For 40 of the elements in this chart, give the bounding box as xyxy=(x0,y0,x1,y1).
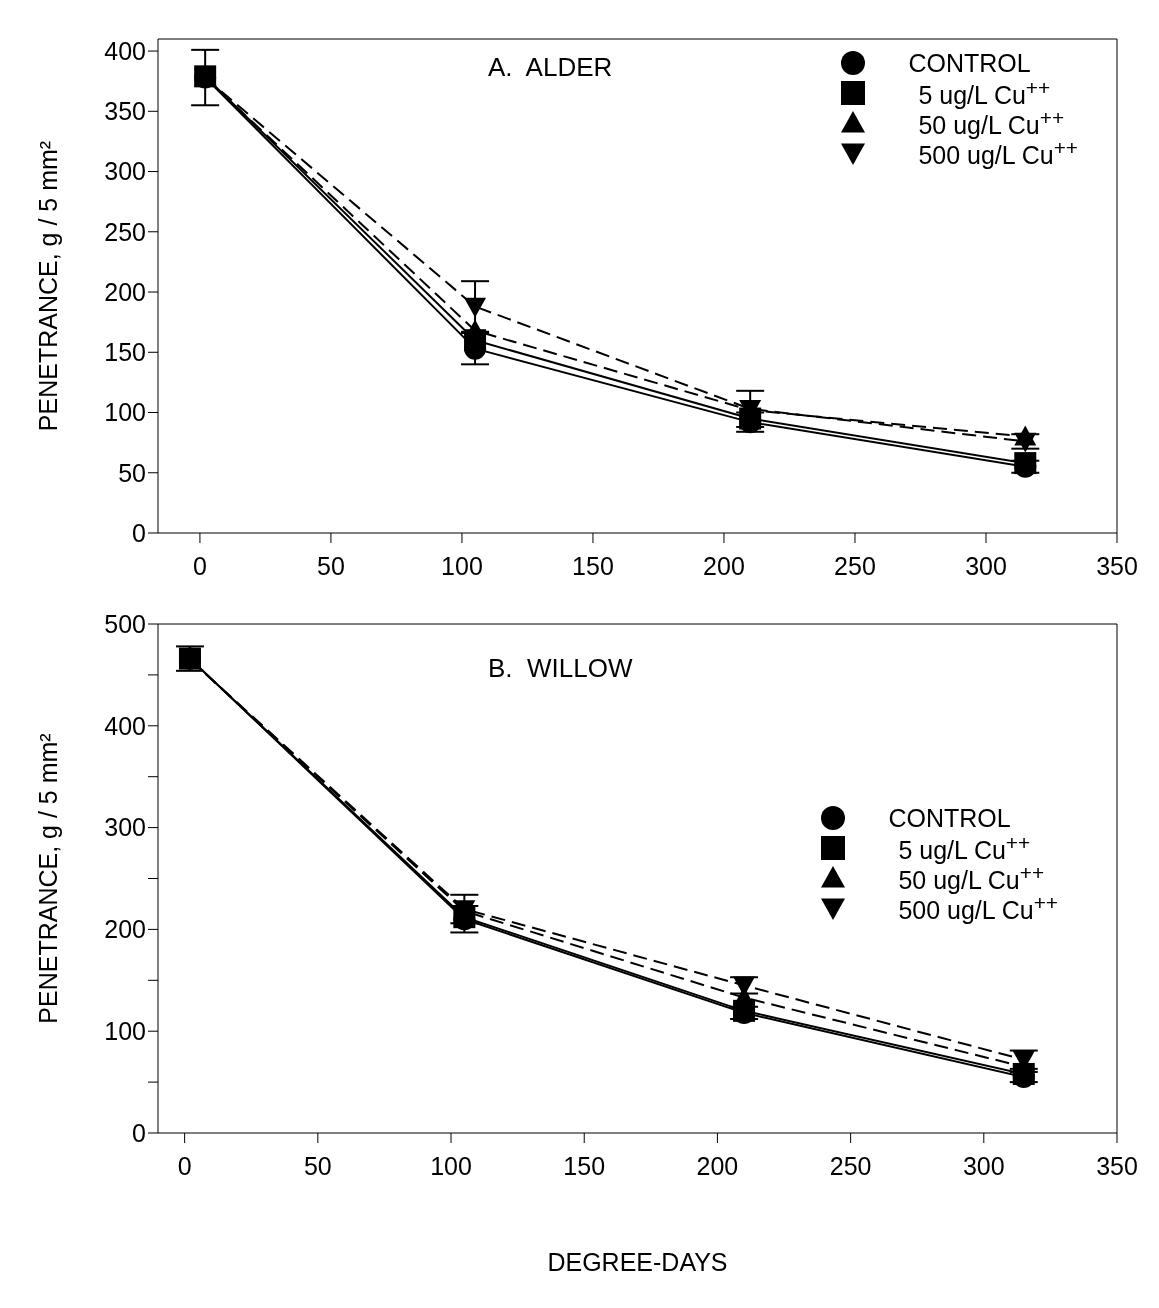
y-tick-label: 350 xyxy=(104,97,146,126)
x-tick-label: 0 xyxy=(177,1151,192,1180)
y-tick-label: 0 xyxy=(132,1118,146,1147)
x-tick-label: 350 xyxy=(1096,1151,1138,1180)
y-tick-label: 400 xyxy=(104,711,146,740)
legend-label: 5 ug/L Cu$^{++}$ xyxy=(898,830,1031,865)
x-tick-label: 250 xyxy=(834,551,876,580)
y-tick-label: 300 xyxy=(104,813,146,842)
y-axis-title: PENETRANCE, g / 5 mm² xyxy=(33,733,62,1024)
x-tick-label: 300 xyxy=(962,1151,1005,1180)
x-tick-label: 150 xyxy=(563,1151,606,1180)
y-tick-label: 300 xyxy=(104,157,146,186)
x-tick-label: 250 xyxy=(829,1151,872,1180)
legend-label: 5 ug/L Cu$^{++}$ xyxy=(918,75,1051,110)
y-tick-label: 100 xyxy=(104,398,146,427)
x-tick-label: 100 xyxy=(430,1151,472,1180)
x-tick-label: 50 xyxy=(303,1151,332,1180)
x-tick-label: 350 xyxy=(1096,551,1138,580)
y-axis-title: PENETRANCE, g / 5 mm² xyxy=(33,140,62,432)
x-tick-label: 100 xyxy=(441,551,483,580)
y-tick-label: 0 xyxy=(132,518,146,547)
x-tick-label: 300 xyxy=(965,551,1007,580)
x-tick-label: 0 xyxy=(192,551,207,580)
y-tick-label: 50 xyxy=(118,458,146,487)
text: B. WILLOW xyxy=(488,653,633,684)
x-axis-title: DEGREE-DAYS xyxy=(547,1247,728,1276)
x-tick-label: 50 xyxy=(317,551,345,580)
y-tick-label: 500 xyxy=(104,609,146,638)
legend-label: CONTROL xyxy=(888,803,1011,833)
y-tick-label: 150 xyxy=(104,338,146,367)
y-tick-label: 200 xyxy=(104,277,146,306)
y-tick-label: 200 xyxy=(104,915,146,944)
legend-label: CONTROL xyxy=(908,48,1031,78)
x-tick-label: 200 xyxy=(703,551,745,580)
x-tick-label: 150 xyxy=(572,551,614,580)
x-tick-label: 200 xyxy=(696,1151,739,1180)
y-tick-label: 100 xyxy=(104,1017,146,1046)
text: A. ALDER xyxy=(488,52,613,83)
y-tick-label: 400 xyxy=(104,36,146,65)
y-tick-label: 250 xyxy=(104,217,146,246)
